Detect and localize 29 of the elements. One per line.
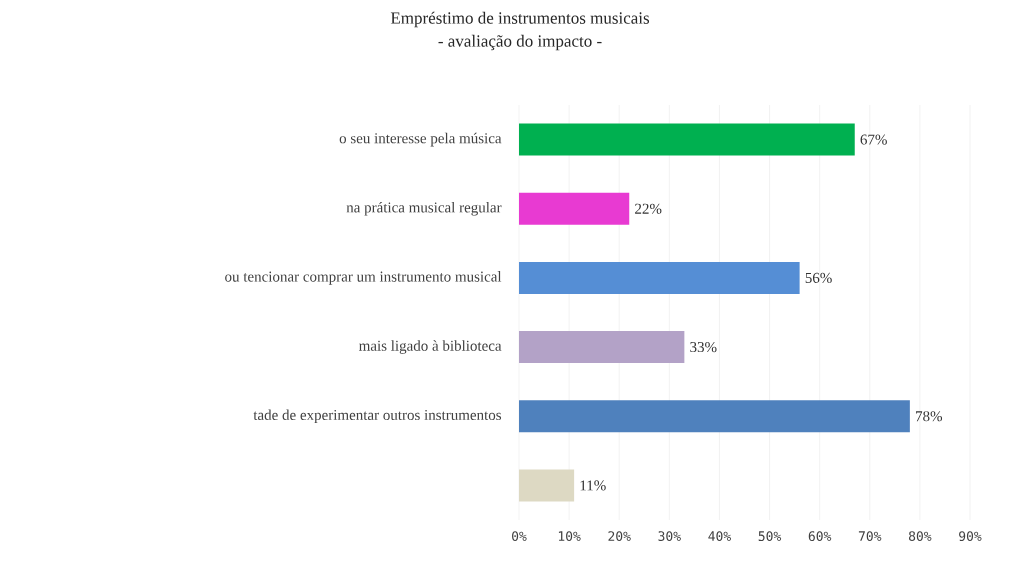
- bar: [519, 400, 910, 433]
- chart-subtitle: - avaliação do impacto -: [438, 34, 602, 51]
- x-tick-label: 0%: [512, 531, 527, 542]
- x-tick-label: 20%: [608, 531, 631, 542]
- data-label: 56%: [805, 272, 832, 284]
- y-tick-label: o seu interesse pela música: [339, 132, 502, 147]
- data-label: 78%: [916, 411, 943, 422]
- bar: [519, 331, 685, 364]
- chart-title: Empréstimo de instrumentos musicais: [390, 11, 650, 28]
- x-tick-label: 50%: [758, 531, 782, 542]
- data-label: 11%: [580, 480, 606, 491]
- x-tick-label: 40%: [708, 531, 731, 542]
- y-tick-label: ou tencionar comprar um instrumento musical: [225, 271, 502, 285]
- bar: [519, 261, 800, 294]
- bar: [519, 469, 575, 502]
- bar: [519, 192, 630, 225]
- y-tick-label: tade de experimentar outros instrumentos: [253, 409, 502, 424]
- x-tick-label: 30%: [658, 531, 681, 542]
- x-tick-label: 10%: [558, 531, 581, 542]
- x-tick-label: 90%: [959, 531, 982, 542]
- data-label: 33%: [690, 342, 717, 353]
- y-tick-label: mais ligado à biblioteca: [358, 340, 502, 354]
- x-tick-label: 70%: [858, 531, 882, 542]
- x-tick-label: 60%: [808, 531, 832, 542]
- data-label: 67%: [860, 134, 887, 145]
- y-tick-label: na prática musical regular: [346, 201, 502, 216]
- data-label: 22%: [635, 203, 662, 214]
- bar: [519, 123, 855, 156]
- x-tick-label: 80%: [908, 531, 932, 542]
